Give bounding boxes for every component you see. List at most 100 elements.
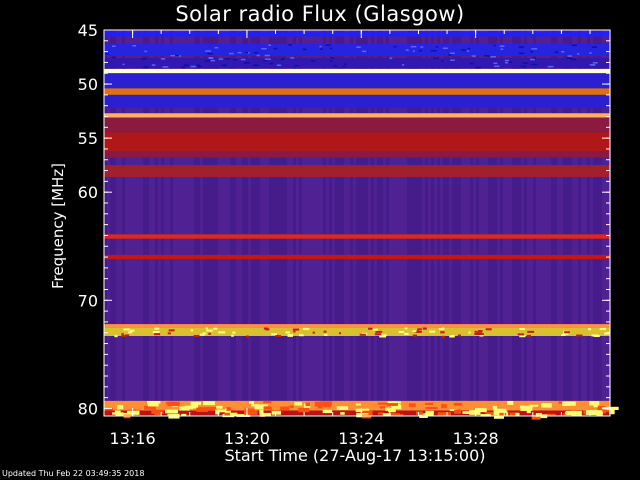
blue-speckle <box>410 45 417 48</box>
x-tick-label: 13:24 <box>338 429 384 448</box>
band-speckle <box>477 330 483 333</box>
noise-column <box>278 30 281 416</box>
blue-speckle <box>412 50 415 52</box>
noise-column <box>569 30 572 416</box>
band-speckle <box>422 327 427 330</box>
noise-column <box>425 30 428 416</box>
band-speckle <box>202 332 207 335</box>
blue-speckle <box>143 66 149 68</box>
noise-column <box>380 30 383 416</box>
y-tick-label: 55 <box>78 129 98 148</box>
burst-speckle <box>215 409 220 415</box>
blue-speckle <box>269 62 274 65</box>
blue-speckle <box>207 52 213 55</box>
noise-column <box>467 30 470 416</box>
burst-speckle <box>377 402 387 405</box>
x-axis-label: Start Time (27-Aug-17 13:15:00) <box>224 446 486 465</box>
noise-column <box>419 30 422 416</box>
blue-speckle <box>261 47 267 50</box>
blue-speckle <box>571 44 578 47</box>
blue-speckle <box>273 47 278 50</box>
noise-column <box>299 30 302 416</box>
noise-column <box>596 30 599 416</box>
noise-column <box>236 30 239 416</box>
noise-column <box>152 30 155 416</box>
noise-column <box>209 30 212 416</box>
noise-column <box>551 30 554 416</box>
band-speckle <box>417 328 422 331</box>
noise-column <box>344 30 347 416</box>
burst-speckle <box>355 403 361 406</box>
band-speckle <box>190 329 194 332</box>
band-speckle <box>404 327 408 330</box>
blue-speckle <box>469 62 474 65</box>
burst-speckle <box>493 408 507 413</box>
blue-speckle <box>554 51 559 53</box>
noise-column <box>260 30 263 416</box>
band-speckle <box>123 328 130 331</box>
noise-column <box>533 30 536 416</box>
noise-column <box>560 30 563 416</box>
blue-speckle <box>264 54 270 57</box>
band-speckle <box>275 335 282 338</box>
noise-column <box>242 30 245 416</box>
burst-speckle <box>583 410 589 415</box>
burst-speckle <box>568 401 576 406</box>
burst-speckle <box>181 413 187 417</box>
burst-speckle <box>389 413 400 417</box>
blue-speckle <box>253 64 260 67</box>
blue-speckle <box>576 53 580 55</box>
band-speckle <box>154 333 161 336</box>
blue-speckle <box>530 50 534 53</box>
burst-speckle <box>529 404 539 407</box>
noise-column <box>347 30 350 416</box>
burst-speckle <box>493 414 504 419</box>
band-speckle <box>527 330 535 333</box>
blue-speckle <box>325 44 331 46</box>
blue-speckle <box>449 52 455 54</box>
burst-speckle <box>379 406 385 409</box>
noise-column <box>581 30 584 416</box>
blue-speckle <box>504 59 510 62</box>
burst-speckle <box>416 411 423 415</box>
noise-column <box>410 30 413 416</box>
blue-speckle <box>499 45 505 47</box>
noise-column <box>146 30 149 416</box>
noise-column <box>392 30 395 416</box>
band-13 <box>104 324 610 328</box>
band-15 <box>104 400 610 411</box>
noise-column <box>179 30 182 416</box>
band-speckle <box>398 330 405 333</box>
x-tick-label: 13:20 <box>224 429 270 448</box>
noise-column <box>257 30 260 416</box>
y-tick-label: 45 <box>78 21 98 40</box>
blue-speckle <box>483 55 490 57</box>
chart-title: Solar radio Flux (Glasgow) <box>175 2 465 26</box>
band-speckle <box>604 332 610 335</box>
burst-speckle <box>558 401 564 404</box>
burst-speckle <box>336 406 349 410</box>
noise-column <box>398 30 401 416</box>
noise-column <box>302 30 305 416</box>
noise-column <box>542 30 545 416</box>
noise-column <box>383 30 386 416</box>
burst-speckle <box>475 408 487 413</box>
burst-speckle <box>449 409 457 412</box>
blue-speckle <box>282 57 285 60</box>
burst-speckle <box>165 402 176 405</box>
band-3 <box>104 68 610 74</box>
blue-speckle <box>205 50 211 52</box>
noise-column <box>599 30 602 416</box>
burst-speckle <box>305 402 311 407</box>
noise-column <box>290 30 293 416</box>
noise-column <box>254 30 257 416</box>
band-speckle <box>312 331 315 334</box>
burst-speckle <box>340 412 345 415</box>
blue-speckle <box>433 57 439 60</box>
noise-column <box>440 30 443 416</box>
burst-speckle <box>271 410 282 415</box>
burst-speckle <box>226 407 231 411</box>
band-speckle <box>129 329 135 332</box>
band-speckle <box>206 329 213 332</box>
noise-column <box>524 30 527 416</box>
